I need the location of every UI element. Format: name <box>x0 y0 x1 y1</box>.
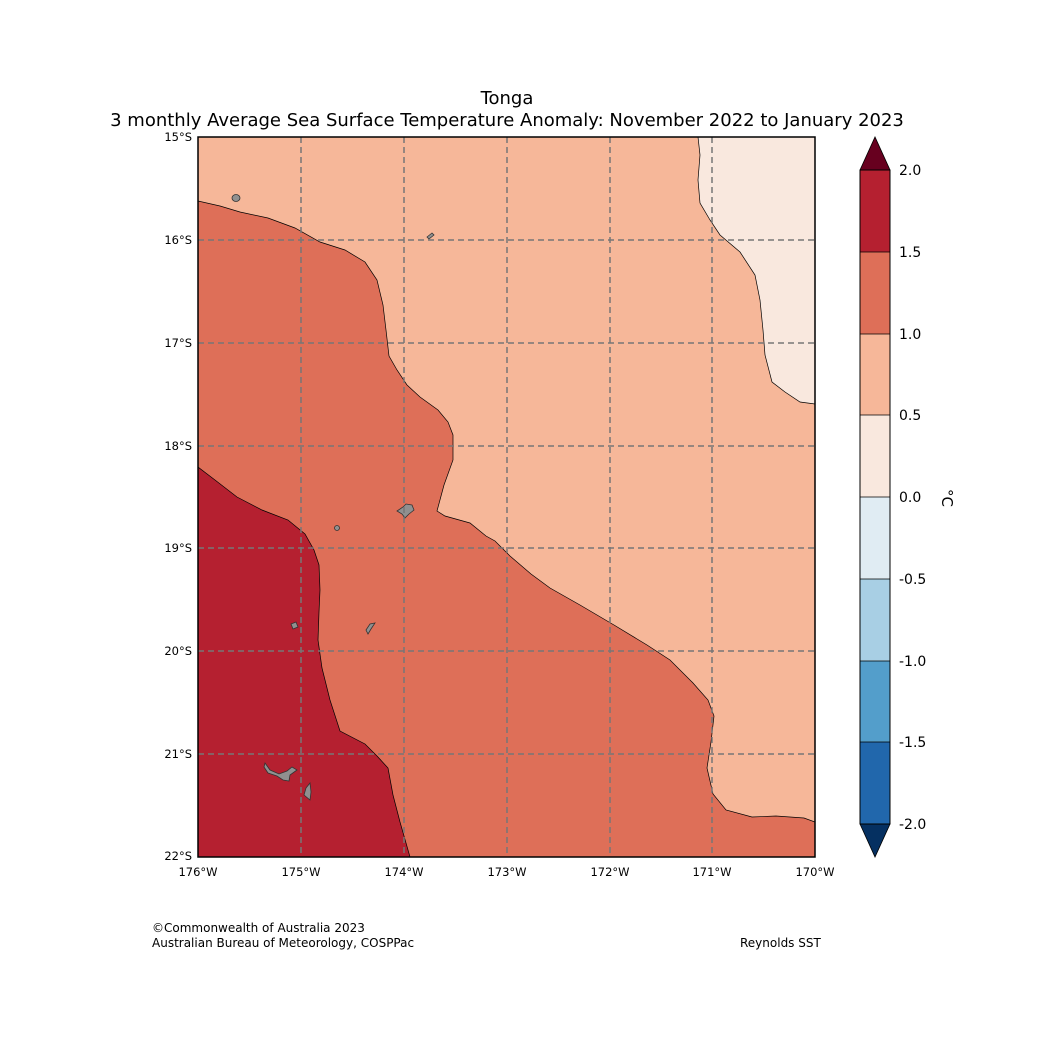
colorbar-swatch <box>860 579 890 661</box>
colorbar-under-triangle <box>859 823 891 858</box>
lat-label: 21°S <box>164 747 192 761</box>
lat-label: 15°S <box>164 130 192 144</box>
map-subtitle: 3 monthly Average Sea Surface Temperatur… <box>110 110 904 131</box>
island-tongatapu <box>263 762 298 782</box>
lat-label: 20°S <box>164 644 192 658</box>
colorbar-tick: 1.5 <box>899 245 921 261</box>
band-1.0-1.5 <box>198 200 815 857</box>
lat-label: 17°S <box>164 336 192 350</box>
island-haapai <box>365 622 376 635</box>
band-0.0-0.5 <box>697 137 815 405</box>
island-kao-tofua <box>290 621 299 630</box>
colorbar-swatch <box>860 497 890 579</box>
lat-labels: 15°S 16°S 17°S 18°S 19°S 20°S 21°S 22°S <box>164 130 192 863</box>
island-vavau <box>396 503 415 519</box>
copyright-credit: ©Commonwealth of Australia 2023 Australi… <box>152 921 414 951</box>
colorbar-swatch <box>860 334 890 415</box>
colorbar-tick: -1.5 <box>899 735 926 751</box>
colorbar-tick: 1.0 <box>899 327 921 343</box>
lat-label: 22°S <box>164 849 192 863</box>
lon-labels: 176°W 175°W 174°W 173°W 172°W 171°W 170°… <box>178 865 834 879</box>
data-source-text: Reynolds SST <box>740 936 821 950</box>
colorbar-swatch <box>860 742 890 824</box>
island-tafahi <box>426 232 435 240</box>
lat-label: 16°S <box>164 233 192 247</box>
islands <box>231 194 435 801</box>
colorbar-unit-label: °C <box>938 489 956 507</box>
colorbar-swatch <box>860 661 890 742</box>
lon-label: 174°W <box>384 865 423 879</box>
gridlines <box>198 137 815 857</box>
colorbar-dividers <box>860 251 890 743</box>
lon-label: 172°W <box>590 865 629 879</box>
colorbar-tick: 0.0 <box>899 490 921 506</box>
lon-label: 170°W <box>795 865 834 879</box>
map-title: Tonga <box>480 88 534 109</box>
lat-label: 19°S <box>164 541 192 555</box>
colorbar-swatch <box>860 415 890 497</box>
island-niuafoou <box>231 194 241 202</box>
copyright-text: ©Commonwealth of Australia 2023 <box>152 921 365 935</box>
colorbar-tick-labels: 2.0 1.5 1.0 0.5 0.0 -0.5 -1.0 -1.5 -2.0 <box>899 163 926 833</box>
band-1.5-2.0 <box>198 466 411 857</box>
lon-label: 171°W <box>692 865 731 879</box>
colorbar-tick: 2.0 <box>899 163 921 179</box>
colorbar-tick: -1.0 <box>899 654 926 670</box>
lon-label: 176°W <box>178 865 217 879</box>
lat-label: 18°S <box>164 439 192 453</box>
colorbar-tick: -2.0 <box>899 817 926 833</box>
colorbar-over-triangle <box>859 136 891 171</box>
colorbar-tick: -0.5 <box>899 572 926 588</box>
island-eua <box>303 781 312 801</box>
island-lateiki <box>334 525 340 531</box>
colorbar-tick: 0.5 <box>899 408 921 424</box>
lon-label: 175°W <box>281 865 320 879</box>
map-frame <box>197 136 816 858</box>
colorbar-frame <box>859 169 891 825</box>
colorbar: 2.0 1.5 1.0 0.5 0.0 -0.5 -1.0 -1.5 -2.0 … <box>859 136 956 858</box>
colorbar-swatch <box>860 252 890 334</box>
agency-text: Australian Bureau of Meteorology, COSPPa… <box>152 936 415 950</box>
lon-label: 173°W <box>487 865 526 879</box>
colorbar-swatch <box>860 170 890 252</box>
